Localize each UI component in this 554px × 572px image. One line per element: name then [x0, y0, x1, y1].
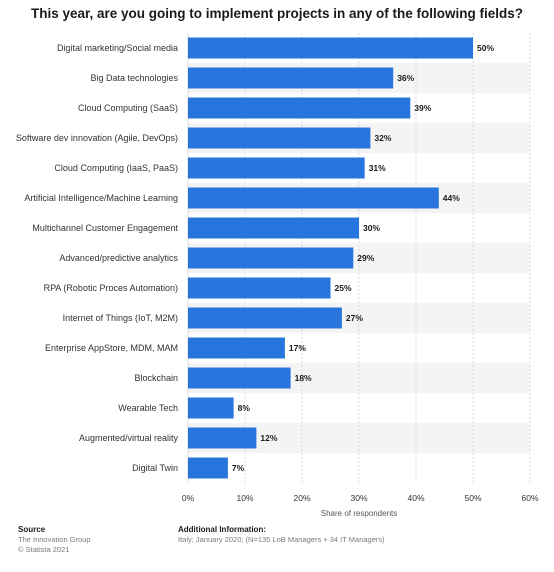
bar [188, 337, 285, 359]
bar-chart: 0% 10% 20% 30% 40% 50% 60% Digital marketing/So… [16, 33, 539, 518]
category-label: Software dev innovation (Agile, DevOps) [16, 133, 178, 143]
value-label: 32% [374, 133, 391, 143]
value-label: 29% [357, 253, 374, 263]
x-tick-label: 30% [350, 493, 367, 503]
category-label: RPA (Robotic Proces Automation) [44, 283, 178, 293]
bar [188, 127, 371, 149]
bar [188, 247, 354, 269]
source-line: The Innovation Group [18, 535, 91, 544]
x-tick-label: 0% [182, 493, 195, 503]
chart-title: This year, are you going to implement pr… [30, 6, 524, 21]
category-label: Cloud Computing (SaaS) [78, 103, 178, 113]
bar [188, 427, 257, 449]
bar [188, 457, 228, 479]
bar [188, 217, 359, 239]
value-label: 18% [295, 373, 312, 383]
category-label: Multichannel Customer Engagement [32, 223, 178, 233]
value-label: 27% [346, 313, 363, 323]
bar [188, 67, 394, 89]
category-label: Enterprise AppStore, MDM, MAM [45, 343, 178, 353]
source-heading: Source [18, 525, 46, 534]
bar [188, 307, 342, 329]
value-label: 7% [232, 463, 245, 473]
category-label: Blockchain [134, 373, 178, 383]
bar [188, 157, 365, 179]
bar [188, 37, 473, 59]
copyright-line: © Statista 2021 [18, 545, 70, 554]
bar [188, 367, 291, 389]
additional-info-block: Additional Information: Italy; January 2… [178, 525, 385, 545]
category-label: Artificial Intelligence/Machine Learning [24, 193, 178, 203]
x-tick-label: 40% [407, 493, 424, 503]
value-label: 31% [369, 163, 386, 173]
value-label: 25% [335, 283, 352, 293]
value-label: 36% [397, 73, 414, 83]
bar [188, 277, 331, 299]
category-label: Digital marketing/Social media [57, 43, 178, 53]
category-label: Internet of Things (IoT, M2M) [63, 313, 178, 323]
bar [188, 397, 234, 419]
value-label: 50% [477, 43, 494, 53]
category-label: Digital Twin [132, 463, 178, 473]
source-block: Source The Innovation Group © Statista 2… [18, 525, 91, 555]
category-label: Big Data technologies [90, 73, 178, 83]
additional-info-line: Italy; January 2020; (N=135 LoB Managers… [178, 535, 385, 544]
value-label: 8% [238, 403, 251, 413]
x-axis-title: Share of respondents [321, 509, 398, 518]
bar [188, 187, 439, 209]
x-tick-label: 60% [521, 493, 538, 503]
category-label: Cloud Computing (IaaS, PaaS) [54, 163, 178, 173]
x-tick-label: 20% [293, 493, 310, 503]
value-label: 39% [414, 103, 431, 113]
category-label: Advanced/predictive analytics [59, 253, 178, 263]
value-label: 44% [443, 193, 460, 203]
x-tick-label: 50% [464, 493, 481, 503]
value-label: 12% [260, 433, 277, 443]
value-label: 30% [363, 223, 380, 233]
value-label: 17% [289, 343, 306, 353]
bar [188, 97, 411, 119]
additional-info-heading: Additional Information: [178, 525, 266, 534]
x-tick-label: 10% [236, 493, 253, 503]
category-label: Augmented/virtual reality [79, 433, 179, 443]
category-label: Wearable Tech [118, 403, 178, 413]
